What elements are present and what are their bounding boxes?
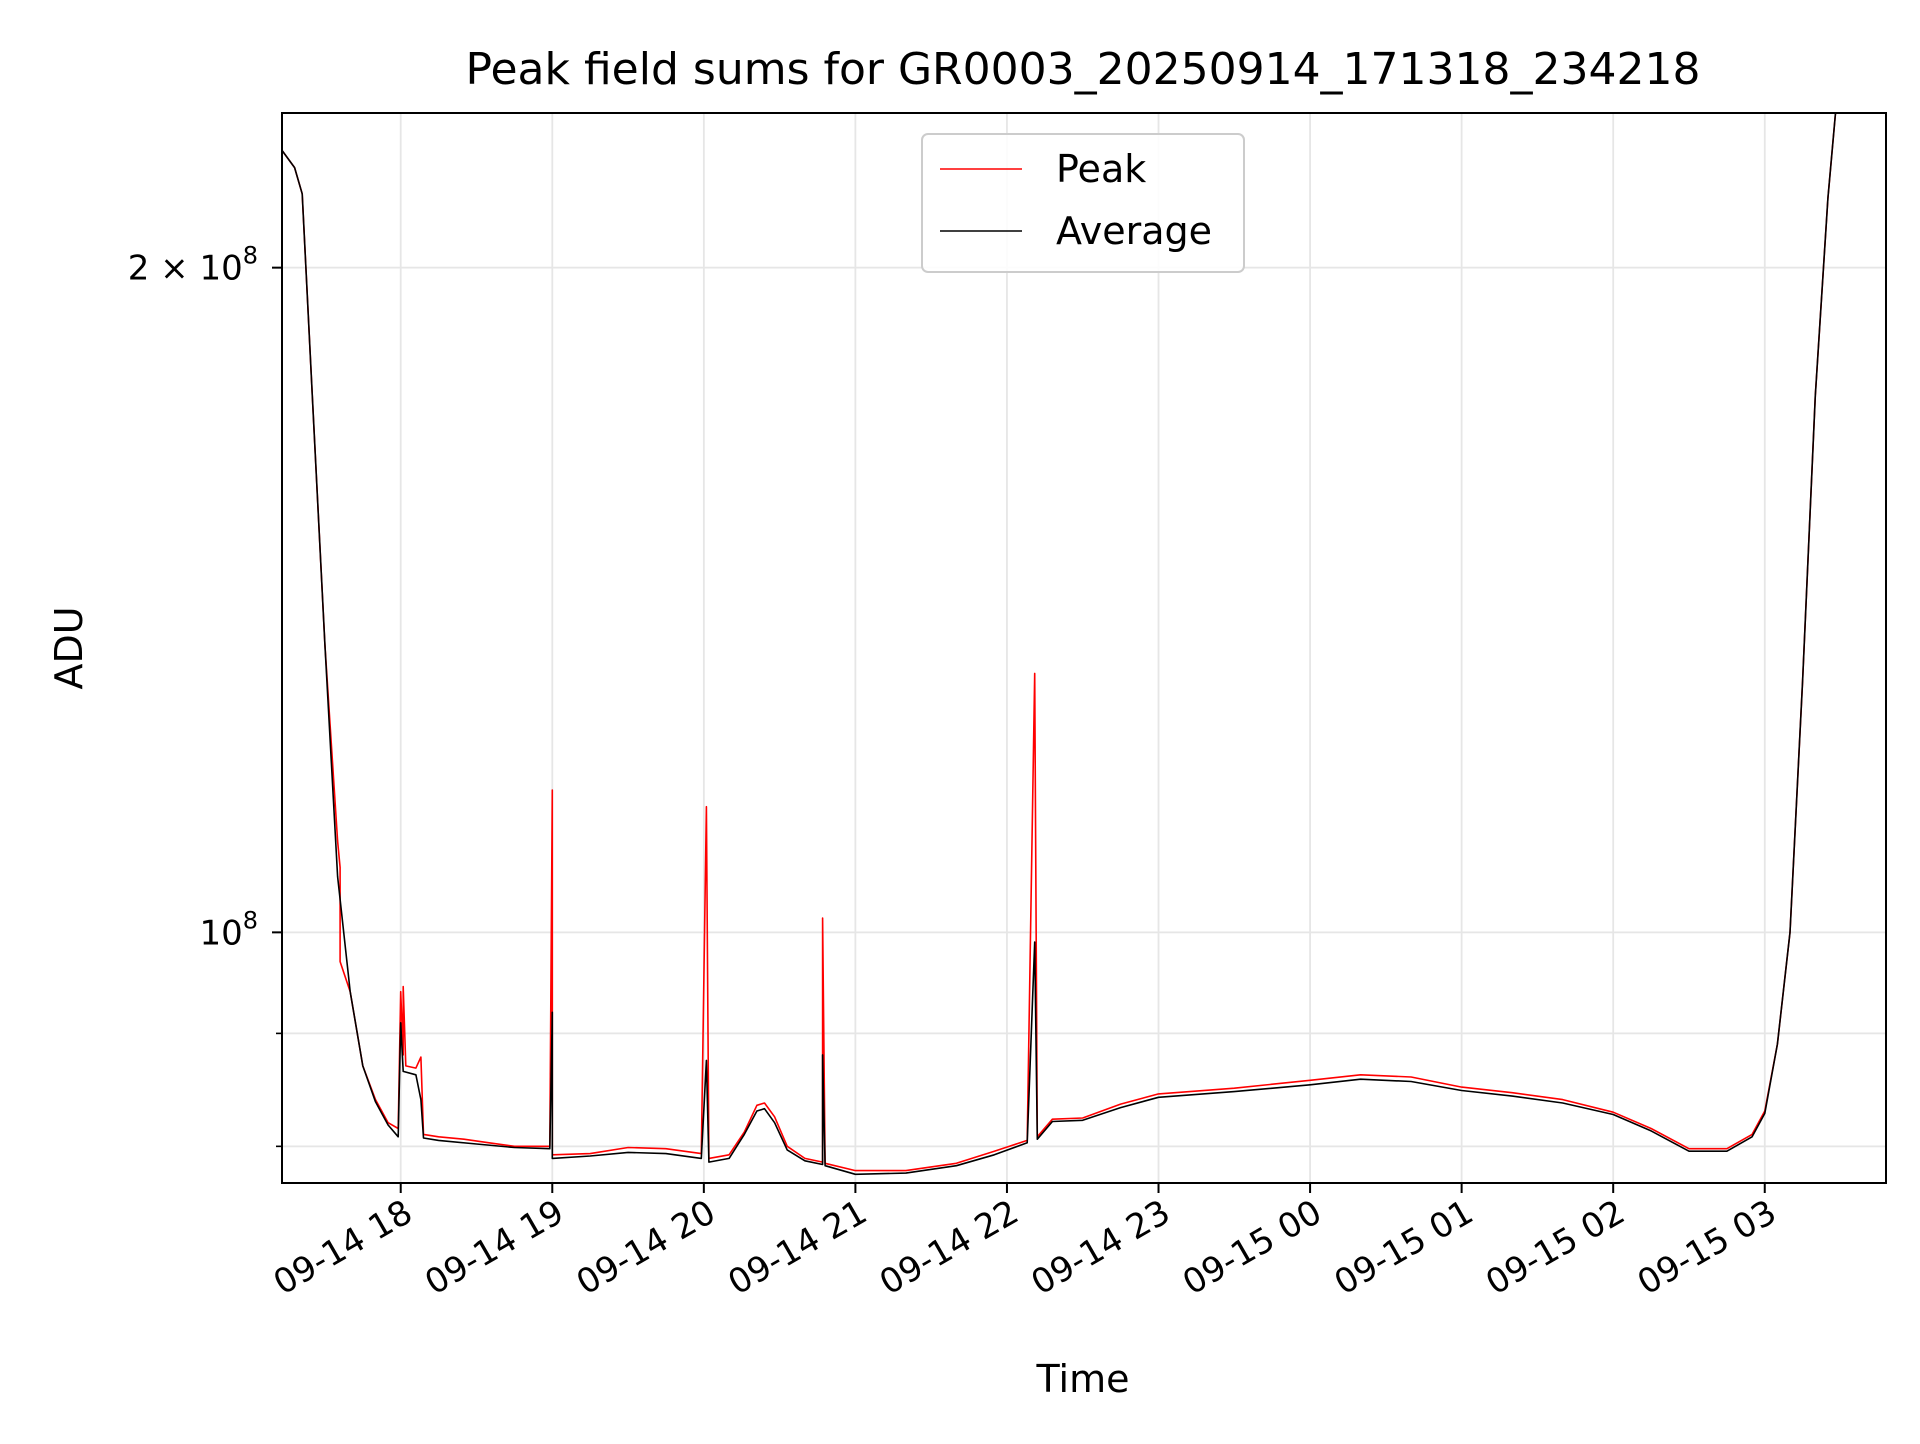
chart-title: Peak field sums for GR0003_20250914_1713… [466,44,1701,95]
y-axis-label: ADU [47,606,91,689]
y-tick-base: 10 [199,913,242,953]
y-tick-exponent: 8 [243,906,258,934]
y-tick-label: 108 [199,906,258,953]
series-line-average [282,113,1837,1176]
plot-series-group [282,113,1837,1176]
grid-lines [282,113,1886,1183]
plot-area-frame [281,112,1887,1184]
legend-label-average: Average [1056,209,1212,253]
y-tick-label: 2 × 108 [128,242,258,289]
legend-label-peak: Peak [1056,147,1146,191]
legend: Peak Average [921,133,1245,273]
y-tick-exponent: 8 [243,242,258,270]
y-tick-base: 2 × 10 [128,249,243,289]
x-axis-label: Time [1036,1357,1130,1401]
